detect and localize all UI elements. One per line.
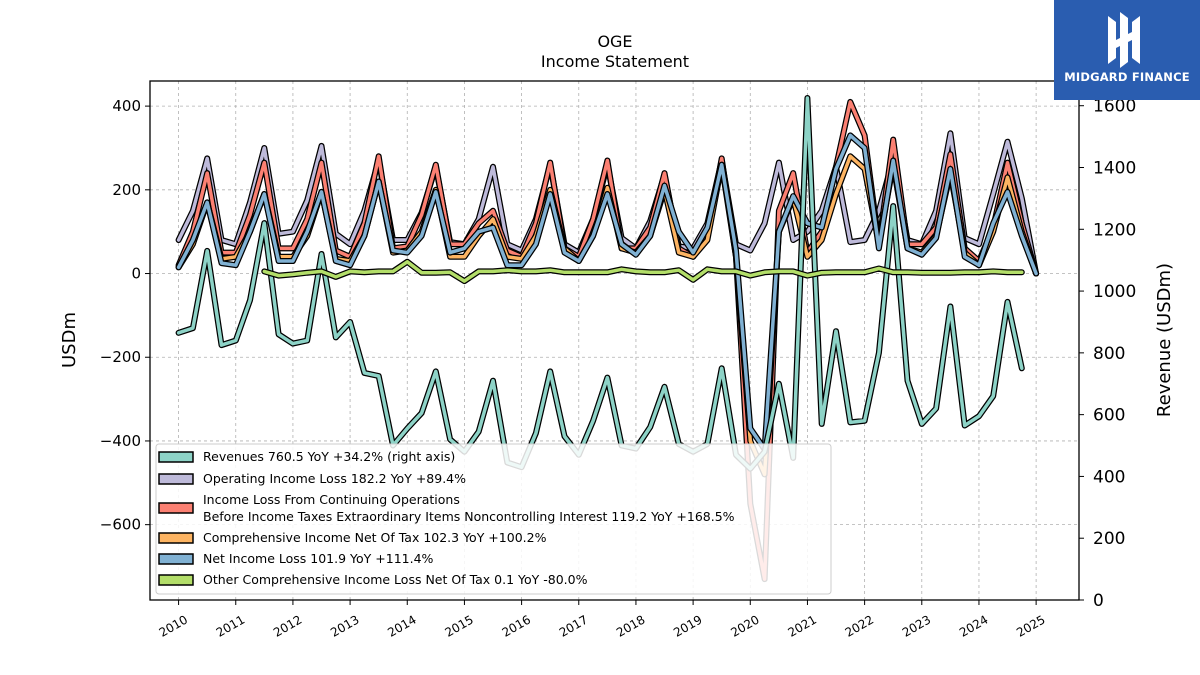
left-tick-label: 400 (112, 97, 141, 115)
right-tick-label: 1200 (1093, 220, 1136, 240)
left-tick-label: 200 (112, 181, 141, 199)
legend-swatch (158, 553, 194, 565)
right-tick-label: 200 (1093, 529, 1125, 549)
legend-swatch (158, 574, 194, 586)
legend-label: Operating Income Loss 182.2 YoY +89.4% (203, 471, 466, 486)
legend-label: Income Loss From Continuing Operations (203, 492, 460, 507)
right-tick-label: 1400 (1093, 159, 1136, 179)
right-axis-ticks: 0 200 400 600 800 1000 1200 1400 1600 (1079, 97, 1136, 611)
legend-swatch (158, 473, 194, 485)
left-tick-label: −200 (100, 348, 141, 366)
legend-label: Net Income Loss 101.9 YoY +111.4% (203, 551, 434, 566)
plot-frame (149, 80, 1080, 601)
series-line-net-income-loss (176, 133, 1038, 452)
midgard-logo-icon (1108, 12, 1140, 68)
right-tick-label: 1600 (1093, 97, 1136, 117)
right-tick-label: 600 (1093, 406, 1125, 426)
series-lines (175, 95, 1040, 583)
legend: Revenues 760.5 YoY +34.2% (right axis) Op… (155, 443, 832, 595)
series-line-income-loss-from-continuing-operations (176, 100, 1038, 581)
legend-label: Revenues 760.5 YoY +34.2% (right axis) (203, 449, 455, 464)
right-tick-label: 0 (1093, 591, 1104, 611)
legend-swatch (158, 502, 194, 514)
legend-label-line2: Before Income Taxes Extraordinary Items … (203, 509, 735, 524)
series-line-revenues (176, 96, 1024, 471)
series-line-other-comprehensive-income-loss-net-of-tax (262, 260, 1024, 283)
y-axis-label-right: Revenue (USDm) (1154, 263, 1175, 417)
chart-subtitle: Income Statement (541, 52, 689, 71)
left-tick-label: 0 (131, 265, 141, 283)
legend-box (155, 443, 832, 595)
brand-logo: MIDGARD FINANCE (1054, 0, 1200, 100)
left-tick-label: −600 (100, 516, 141, 534)
right-tick-label: 800 (1093, 344, 1125, 364)
right-tick-label: 1000 (1093, 282, 1136, 302)
legend-label: Other Comprehensive Income Loss Net Of T… (203, 572, 588, 587)
chart-title: OGE (597, 32, 632, 51)
legend-label: Comprehensive Income Net Of Tax 102.3 Yo… (203, 530, 547, 545)
y-axis-label: USDm (59, 312, 80, 368)
brand-name: MIDGARD FINANCE (1064, 70, 1190, 84)
left-tick-label: −400 (100, 432, 141, 450)
legend-swatch (158, 451, 194, 463)
left-axis-ticks: −600 −400 −200 0 200 400 (100, 97, 150, 534)
right-tick-label: 400 (1093, 467, 1125, 487)
legend-swatch (158, 532, 194, 544)
